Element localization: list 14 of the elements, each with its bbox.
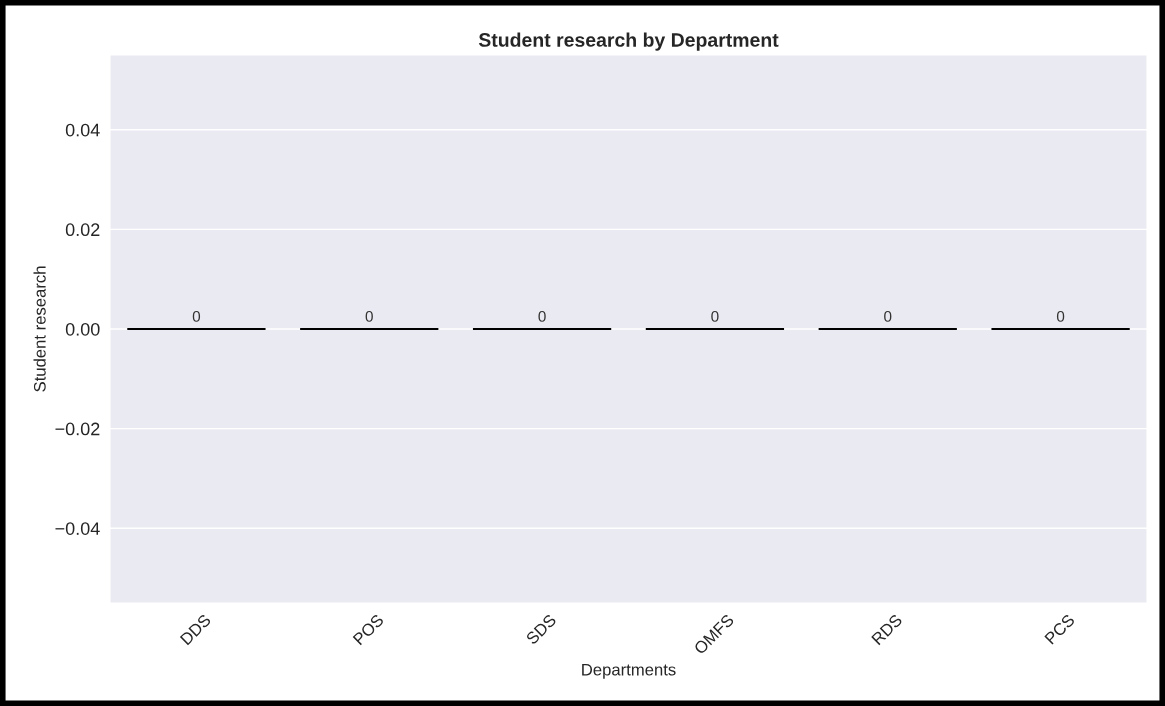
data-label: 0 xyxy=(1056,311,1065,322)
y-tick-label: −0.04 xyxy=(55,522,100,535)
y-tick-label: 0.04 xyxy=(65,123,100,137)
x-axis-title: Departments xyxy=(582,663,676,679)
data-label: 0 xyxy=(538,311,546,322)
data-label: 0 xyxy=(192,311,201,322)
y-axis-title: Student research xyxy=(33,266,46,392)
y-tick-label: −0.02 xyxy=(55,422,100,436)
data-label: 0 xyxy=(365,311,373,322)
y-tick-label: 0.00 xyxy=(65,322,100,336)
data-label: 0 xyxy=(711,311,719,322)
data-label: 0 xyxy=(884,311,892,322)
y-tick-label: 0.02 xyxy=(65,223,100,237)
chart-title: Student research by Department xyxy=(478,32,779,51)
